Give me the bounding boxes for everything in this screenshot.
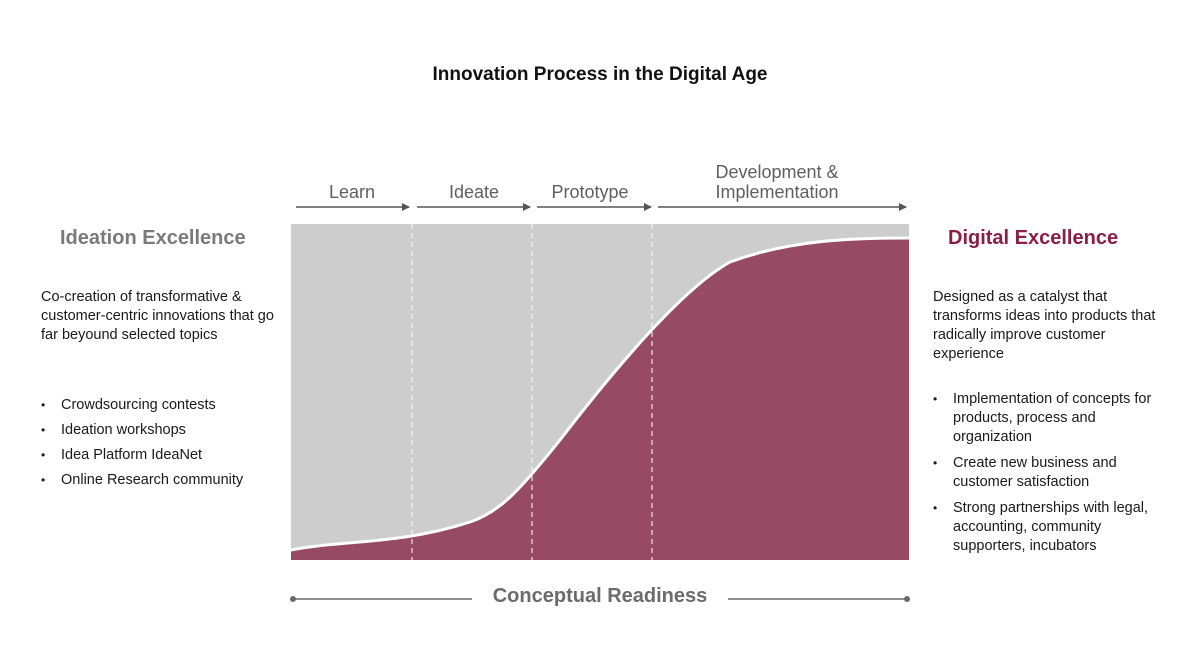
list-item: Create new business and customer satisfa… [933,454,1163,492]
x-axis-end-dot [904,596,910,602]
digital-excellence-description: Designed as a catalyst that transforms i… [933,289,1156,362]
diagram-title: Innovation Process in the Digital Age [432,64,768,85]
x-axis-label: Conceptual Readiness [472,585,728,608]
stage-label-ideate: Ideate [448,182,500,202]
list-item: Strong partnerships with legal, accounti… [933,499,1163,556]
ideation-excellence-list: Crowdsourcing contests Ideation workshop… [41,396,291,496]
list-item: Ideation workshops [41,421,291,440]
digital-excellence-list: Implementation of concepts for products,… [933,390,1163,563]
stage-label-prototype: Prototype [551,182,629,202]
list-item: Crowdsourcing contests [41,396,291,415]
stage-label-development: Development & Implementation [715,162,839,202]
ideation-excellence-description: Co-creation of transformative & customer… [41,289,274,343]
ideation-excellence-heading: Ideation Excellence [60,227,246,249]
maroon-area [291,238,909,560]
list-item: Idea Platform IdeaNet [41,446,291,465]
list-item: Online Research community [41,471,291,490]
x-axis-start-dot [290,596,296,602]
list-item: Implementation of concepts for products,… [933,390,1163,447]
s-curve-line [290,236,910,552]
stage-label-learn: Learn [328,182,376,202]
digital-excellence-heading: Digital Excellence [948,227,1119,249]
